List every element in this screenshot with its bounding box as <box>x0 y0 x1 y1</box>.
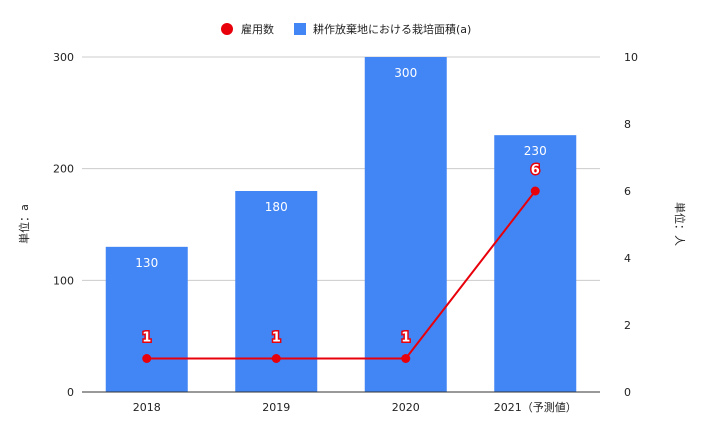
bar-data-label: 230 <box>524 144 547 158</box>
y-axis-left-title: 単位：a <box>17 204 31 244</box>
x-tick-label: 2020 <box>392 401 420 414</box>
bar-series: 130 180 300 230 <box>105 57 577 392</box>
y-axis-left: 0 100 200 300 <box>53 51 74 399</box>
bar-data-label: 180 <box>265 200 288 214</box>
legend-line-marker <box>221 23 233 35</box>
line-point <box>401 354 411 363</box>
line-data-label: 1 <box>272 331 281 346</box>
line-series: 1 1 1 6 <box>141 162 541 363</box>
y-right-tick-label: 4 <box>624 252 631 265</box>
bar <box>494 135 577 392</box>
legend-line-label: 雇用数 <box>241 22 274 36</box>
y-left-tick-label: 300 <box>53 51 74 64</box>
y-right-tick-label: 0 <box>624 386 631 399</box>
bar <box>364 57 447 392</box>
line-point <box>271 354 281 363</box>
y-axis-right-title: 単位：人 <box>673 202 687 246</box>
legend-bar-label: 耕作放棄地における栽培面積(a) <box>313 22 471 36</box>
y-right-tick-label: 6 <box>624 185 631 198</box>
x-tick-label: 2021（予測値） <box>494 400 577 414</box>
line-point <box>530 186 540 196</box>
y-left-tick-label: 200 <box>53 163 74 176</box>
legend: 雇用数 耕作放棄地における栽培面積(a) <box>221 22 471 36</box>
y-right-tick-label: 8 <box>624 118 631 131</box>
x-tick-label: 2018 <box>133 401 161 414</box>
line-data-label: 6 <box>531 163 540 178</box>
bar-data-label: 130 <box>135 256 158 270</box>
bar-data-label: 300 <box>394 66 417 80</box>
line-data-label: 1 <box>142 331 151 346</box>
legend-bar-marker <box>294 23 306 35</box>
x-tick-label: 2019 <box>262 401 290 414</box>
y-left-tick-label: 0 <box>67 386 74 399</box>
y-left-tick-label: 100 <box>53 274 74 287</box>
x-axis: 2018 2019 2020 2021（予測値） <box>133 400 577 414</box>
y-right-tick-label: 10 <box>624 51 638 64</box>
line-data-label: 1 <box>401 331 410 346</box>
series-line <box>146 190 537 360</box>
line-point <box>142 354 152 363</box>
y-axis-right: 0 2 4 6 8 10 <box>624 51 638 399</box>
y-right-tick-label: 2 <box>624 319 631 332</box>
bar <box>105 246 188 392</box>
